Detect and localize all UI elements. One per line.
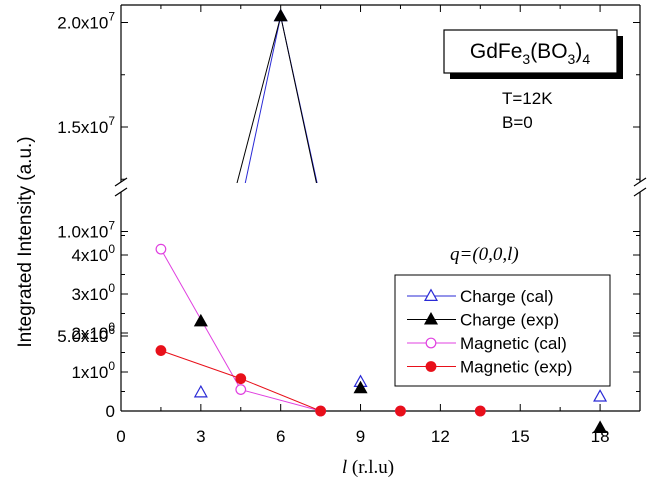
- legend-label-4: Magnetic (exp): [460, 358, 572, 377]
- x-tick-label: 0: [116, 427, 125, 446]
- x-axis-label: l (r.l.u): [342, 457, 394, 478]
- x-tick-label: 6: [276, 427, 285, 446]
- series-line-1: [244, 16, 318, 183]
- data-point-s4-3: [315, 405, 327, 417]
- legend-label-1: Charge (cal): [460, 287, 554, 306]
- data-point-s1-1: [193, 384, 208, 398]
- data-point-s2-5: [593, 420, 608, 433]
- axis-break-mark-right-1: [633, 177, 647, 187]
- annotation-field: B=0: [502, 113, 533, 132]
- legend-marker-2: [423, 311, 439, 325]
- y-tick-label-lower: 4x100: [71, 242, 115, 265]
- y-tick-label-upper: 1.0x107: [57, 219, 115, 242]
- y-tick-label-lower: 1x100: [71, 359, 115, 382]
- chart-title: GdFe3(BO3)4: [470, 40, 590, 67]
- annotation-q-vector: q=(0,0,l): [450, 244, 519, 265]
- y-tick-label-lower: 2x100: [71, 320, 115, 343]
- series-lines: [160, 16, 481, 411]
- data-point-s4-1: [155, 345, 167, 356]
- data-point-s2-2: [273, 8, 288, 22]
- data-point-s4-4: [395, 405, 406, 417]
- legend-marker-1: [423, 288, 439, 302]
- x-tick-label: 3: [196, 427, 205, 446]
- data-point-s2-3: [353, 380, 368, 394]
- legend: Charge (cal) Charge (exp) Magnetic (cal) Ma…: [394, 274, 611, 387]
- legend-marker-4: [425, 361, 437, 372]
- series-line-2: [236, 16, 317, 183]
- x-tick-label: 9: [356, 427, 365, 446]
- data-point-s3-1: [155, 243, 167, 255]
- axis-break-mark-left-2: [114, 187, 128, 197]
- data-point-s2-1: [193, 313, 208, 327]
- y-tick-label-lower: 0: [106, 402, 115, 421]
- annotation-temperature: T=12K: [502, 89, 553, 108]
- title-box: GdFe3(BO3)4: [443, 29, 623, 79]
- y-tick-label-upper: 1.5x107: [57, 114, 115, 137]
- series-markers: [155, 8, 608, 433]
- series-line-4: [160, 350, 481, 411]
- legend-label-2: Charge (exp): [460, 311, 559, 330]
- x-tick-label: 12: [431, 427, 450, 446]
- data-point-s4-5: [474, 405, 486, 417]
- axis-break-mark-right-2: [633, 187, 647, 197]
- legend-label-3: Magnetic (cal): [460, 334, 567, 353]
- data-point-s1-5: [593, 389, 608, 402]
- y-tick-label-lower: 3x100: [71, 281, 115, 304]
- y-axis-label: Integrated Intensity (a.u.): [15, 136, 36, 347]
- legend-marker-3: [425, 337, 437, 349]
- y-tick-label-upper: 5.0x106: [57, 323, 115, 346]
- data-point-s3-2: [235, 384, 247, 395]
- title-box-frame: [443, 29, 618, 74]
- data-point-s4-2: [235, 373, 247, 385]
- y-tick-label-upper: 2.0x107: [57, 10, 115, 33]
- series-line-3: [160, 248, 481, 411]
- x-tick-label: 15: [511, 427, 530, 446]
